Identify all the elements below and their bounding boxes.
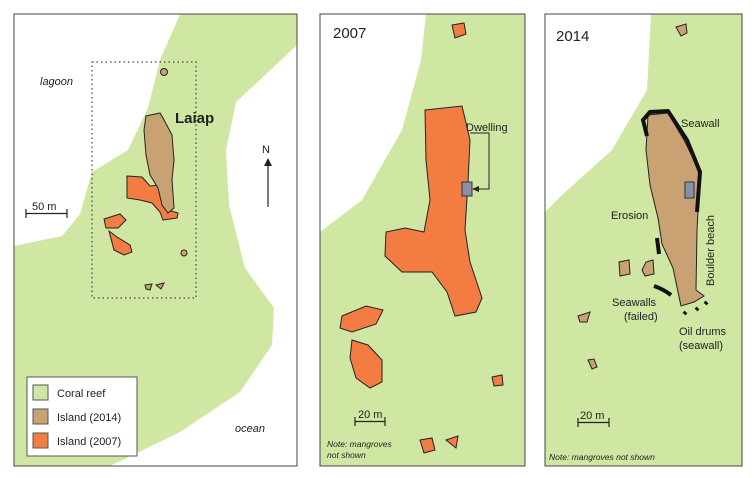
seawall-label: Seawall: [681, 118, 720, 130]
small-islet: [103, 213, 127, 229]
dwelling-pointer: [470, 132, 490, 190]
scale-bar: 50 m: [25, 201, 68, 218]
small-islet: [339, 305, 384, 333]
scale-label: 50 m: [32, 201, 56, 213]
ocean-label: ocean: [235, 423, 265, 435]
island-name-label: Laiap: [175, 110, 214, 127]
small-islet: [675, 23, 688, 37]
small-islet: [160, 68, 168, 76]
north-arrow-icon: N: [262, 144, 272, 207]
lagoon-label: lagoon: [40, 76, 73, 88]
panel-title: 2007: [333, 25, 366, 42]
legend-swatch-coral-reef: [32, 384, 49, 401]
legend-swatch-island-2007: [32, 432, 49, 449]
arrow-head-icon: [472, 186, 479, 192]
failed-seawalls-label: (failed): [624, 311, 658, 323]
small-islet: [419, 437, 436, 454]
inset-extent-box: [91, 61, 197, 299]
small-islet: [108, 229, 133, 256]
seawall-line: [640, 108, 703, 213]
small-islet: [577, 311, 591, 323]
legend-label: Island (2014): [57, 412, 121, 424]
note-text: Note: mangroves not shown: [549, 452, 655, 462]
oil-drums-seawall: [682, 300, 709, 316]
small-islet: [451, 22, 467, 39]
oil-drums-label: (seawall): [679, 340, 723, 352]
small-islet: [144, 282, 165, 291]
lagoon-area: [545, 14, 651, 212]
oil-drums-label: Oil drums: [679, 326, 727, 338]
note-text: Note: mangroves: [327, 439, 392, 449]
overview-frame: [13, 13, 298, 467]
small-islet: [618, 259, 631, 277]
legend: Coral reef Island (2014) Island (2007): [26, 376, 138, 457]
dwelling-label: Dwelling: [466, 122, 508, 134]
note-text: not shown: [327, 450, 366, 460]
island-2014-outline: [143, 112, 175, 214]
failed-seawalls-label: Seawalls: [612, 297, 657, 309]
coral-reef-area: [14, 14, 297, 466]
dwelling-marker: [461, 181, 473, 197]
small-islet: [491, 374, 504, 387]
overview-panel: lagoon Laiap ocean N 50 m Coral reef Isl…: [13, 13, 298, 467]
small-islet: [587, 358, 598, 370]
boulder-beach-label: Boulder beach: [705, 215, 717, 286]
panel-frame: [544, 13, 743, 467]
small-islet: [349, 339, 383, 389]
small-islet: [641, 259, 655, 277]
legend-swatch-island-2014: [32, 408, 49, 425]
small-islet: [180, 249, 188, 257]
north-label: N: [262, 144, 270, 156]
panel-frame: [319, 13, 526, 467]
small-islet: [444, 435, 459, 449]
panel-title: 2014: [556, 28, 589, 45]
scale-bar: 20 m: [354, 409, 386, 426]
legend-label: Coral reef: [57, 388, 106, 400]
panel-2014: 2014 Seawall Erosion Boulder beach Seawa…: [544, 13, 743, 467]
dwelling-marker: [684, 181, 695, 199]
erosion-label: Erosion: [611, 210, 648, 222]
failed-seawall-line: [653, 237, 673, 297]
lagoon-area: [320, 14, 426, 232]
legend-label: Island (2007): [57, 436, 121, 448]
scale-bar: 20 m: [577, 410, 610, 427]
scale-label: 20 m: [580, 410, 604, 422]
scale-label: 20 m: [358, 409, 382, 421]
panel-2007: Dwelling 2007 20 m Note: mangroves not s…: [319, 13, 526, 467]
